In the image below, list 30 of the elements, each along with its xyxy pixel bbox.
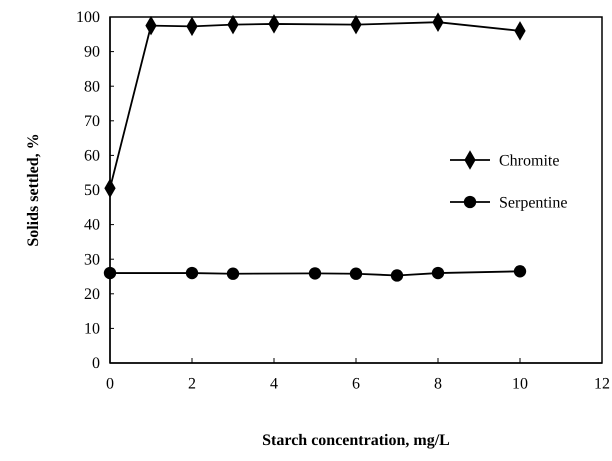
x-tick-label: 0 xyxy=(106,375,114,392)
y-axis-title: Solids settled, % xyxy=(25,133,42,247)
point xyxy=(350,268,362,280)
y-tick-label: 80 xyxy=(84,78,100,96)
y-tick-label: 0 xyxy=(92,355,100,372)
x-axis-title: Starch concentration, mg/L xyxy=(262,432,450,449)
point xyxy=(186,266,198,280)
x-tick-label: 2 xyxy=(188,375,196,392)
x-tick-label: 8 xyxy=(434,375,442,392)
legend-label: Serpentine xyxy=(499,194,568,212)
y-tick-label: 100 xyxy=(76,9,100,26)
y-tick-label: 50 xyxy=(84,182,100,200)
x-tick-label: 4 xyxy=(270,375,278,392)
point xyxy=(514,265,526,278)
y-tick-label: 20 xyxy=(84,286,100,303)
y-tick-label: 40 xyxy=(84,216,100,234)
x-tick-label: 10 xyxy=(512,375,528,392)
point xyxy=(432,266,444,280)
y-tick-label: 60 xyxy=(84,148,100,165)
y-tick-label: 90 xyxy=(84,44,100,61)
legend-label: Chromite xyxy=(499,152,560,170)
y-tick-label: 70 xyxy=(84,112,100,130)
point xyxy=(308,267,322,280)
point xyxy=(104,266,116,280)
point xyxy=(226,268,240,280)
x-tick-label: 6 xyxy=(352,375,360,392)
y-tick-label: 10 xyxy=(84,320,100,338)
x-tick-label: 12 xyxy=(594,375,610,392)
point xyxy=(390,269,404,282)
y-tick-label: 30 xyxy=(84,251,100,268)
